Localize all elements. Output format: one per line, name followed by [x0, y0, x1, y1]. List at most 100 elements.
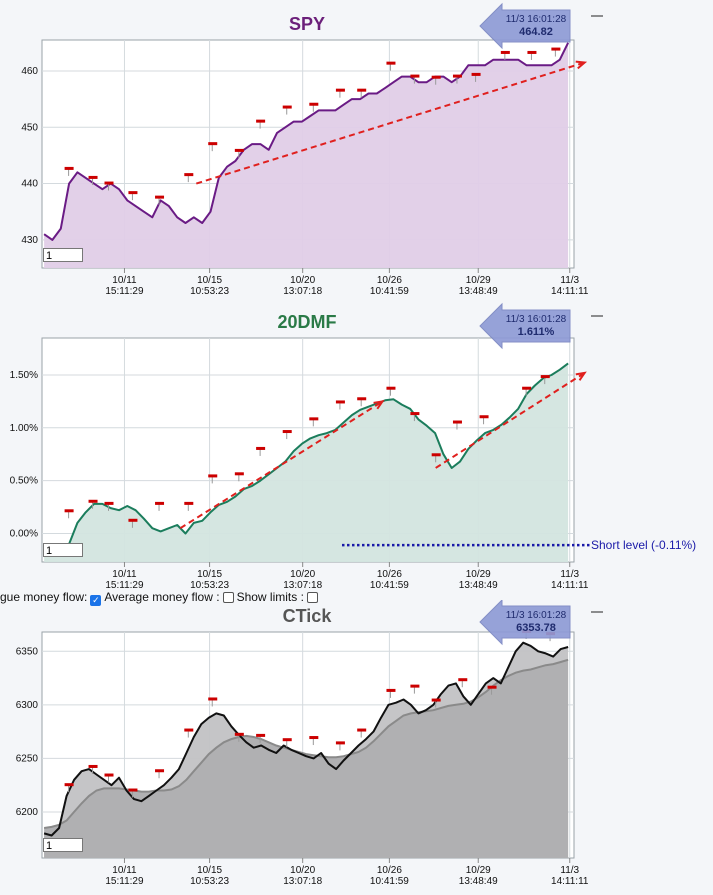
ctick-marker: [431, 698, 441, 702]
ctick-xtick-time: 14:11:11: [551, 876, 589, 887]
dmf-marker: [386, 386, 396, 390]
ctick-marker: [487, 685, 497, 689]
ctick-xtick-date: 10/15: [197, 865, 222, 876]
ctick-panel: CTick 10/11 15:11:29 10/15 10:53:23 10/20 13:0…: [0, 598, 713, 890]
spy-marker: [208, 142, 218, 146]
show-limits-checkbox[interactable]: [306, 592, 318, 603]
spy-ytick-label: 430: [21, 235, 38, 246]
spy-marker: [551, 47, 561, 51]
ctick-marker: [410, 684, 420, 688]
spy-xtick-time: 10:41:59: [370, 286, 409, 297]
spy-trend-arrowhead: [575, 60, 588, 70]
spy-title: SPY: [289, 14, 325, 34]
dmf-xtick-date: 10/15: [197, 569, 222, 580]
money-flow-label: gue money flow:: [0, 590, 88, 604]
spy-xtick-time: 15:11:29: [105, 286, 144, 297]
spy-badge-value: 464.82: [519, 26, 553, 38]
spy-lookback-input[interactable]: 1: [43, 248, 83, 262]
spy-xtick-date: 10/26: [377, 275, 402, 286]
dmf-marker: [540, 375, 550, 379]
spy-ytick-label: 460: [21, 66, 38, 77]
dmf-marker: [104, 501, 114, 505]
dmf-marker: [479, 415, 489, 419]
dmf-marker: [522, 386, 532, 390]
ctick-ytick-label: 6300: [16, 700, 39, 711]
dmf-xtick-time: 15:11:29: [105, 580, 144, 590]
ctick-marker: [386, 688, 396, 692]
dmf-xtick-date: 11/3: [560, 569, 579, 580]
ctick-marker: [309, 736, 319, 740]
spy-trend-line: [195, 61, 585, 185]
dmf-badge-arrow: [479, 302, 571, 350]
spy-marker: [386, 61, 396, 65]
spy-badge-arrow: [479, 2, 571, 50]
ctick-marker: [335, 741, 345, 745]
spy-ytick-label: 440: [21, 179, 38, 190]
dmf-ytick-label: 0.50%: [10, 476, 38, 487]
ctick-ytick-label: 6250: [16, 753, 39, 764]
ctick-xtick-date: 11/3: [560, 865, 579, 876]
spy-marker: [184, 173, 194, 177]
spy-xtick-date: 10/15: [197, 275, 222, 286]
ctick-xtick-time: 10:53:23: [190, 876, 229, 887]
dmf-marker: [64, 509, 74, 513]
spy-marker: [335, 88, 345, 92]
ctick-series-line: [43, 641, 569, 837]
average-money-flow-checkbox[interactable]: [222, 592, 234, 603]
dmf-xtick-time: 10:41:59: [370, 580, 409, 590]
spy-xtick-date: 10/11: [112, 275, 137, 286]
spy-marker: [64, 166, 74, 170]
dmf-ytick-label: 1.50%: [10, 370, 38, 381]
ctick-marker: [184, 728, 194, 732]
spy-xtick-time: 13:48:49: [459, 286, 498, 297]
dmf-xtick-time: 14:11:11: [551, 580, 589, 590]
spy-badge-time: 11/3 16:01:28: [506, 14, 567, 25]
spy-marker: [104, 181, 114, 185]
spy-panel: SPY 10/11 15:11:29 10/15 10:53:23 10/20 13:07:…: [0, 0, 713, 300]
ctick-lookback-input[interactable]: 1: [43, 838, 83, 852]
spy-marker: [234, 148, 244, 152]
dmf-ytick-label: 1.00%: [10, 423, 38, 434]
dmf-marker: [128, 518, 138, 522]
dmf-xtick-time: 10:53:23: [190, 580, 229, 590]
ctick-xtick-time: 13:48:49: [459, 876, 498, 887]
spy-marker: [155, 195, 165, 199]
dmf-badge-time: 11/3 16:01:28: [506, 314, 567, 325]
dmf-panel: 20DMF 10/11 15:11:29 10/15 10:53:23 10/20 13:0…: [0, 300, 713, 591]
dmf-trend-arrowhead: [575, 371, 587, 381]
money-flow-checkbox[interactable]: ✓: [90, 595, 102, 606]
ctick-badge-arrow: [479, 598, 571, 646]
control-bar: gue money flow: ✓ Average money flow : Show…: [0, 590, 713, 608]
dmf-marker: [88, 499, 98, 503]
ctick-marker: [104, 773, 114, 777]
dmf-xtick-date: 10/29: [466, 569, 491, 580]
ctick-marker: [234, 732, 244, 736]
dmf-xtick-date: 10/11: [112, 569, 137, 580]
dmf-xtick-time: 13:48:49: [459, 580, 498, 590]
spy-marker: [309, 102, 319, 106]
spy-marker: [452, 74, 462, 78]
spy-marker: [128, 191, 138, 195]
dmf-marker: [155, 501, 165, 505]
spy-series-line: [43, 42, 569, 241]
show-limits-label: Show limits :: [236, 590, 304, 604]
ctick-xtick-date: 10/11: [112, 865, 137, 876]
ctick-marker: [64, 783, 74, 787]
dmf-short-level-label: Short level (-0.11%): [591, 538, 696, 552]
ctick-title: CTick: [283, 606, 333, 626]
ctick-xtick-time: 15:11:29: [105, 876, 144, 887]
dmf-lookback-input[interactable]: 1: [43, 543, 83, 557]
spy-marker: [357, 88, 367, 92]
spy-marker: [500, 50, 510, 54]
ctick-xtick-time: 10:41:59: [370, 876, 409, 887]
dmf-marker: [309, 417, 319, 421]
ctick-marker: [208, 697, 218, 701]
ctick-marker: [256, 733, 266, 737]
dmf-marker: [357, 397, 367, 401]
ctick-xtick-date: 10/26: [377, 865, 402, 876]
ctick-badge-time: 11/3 16:01:28: [506, 610, 567, 621]
ctick-marker: [357, 728, 367, 732]
dmf-xtick-date: 10/20: [290, 569, 315, 580]
